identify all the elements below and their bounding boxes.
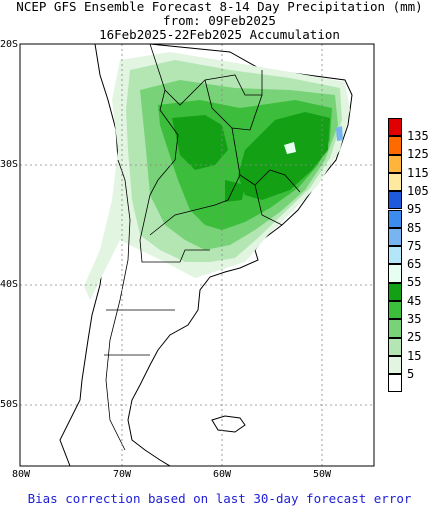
legend-swatch-15 [388, 337, 402, 356]
title-line-1: NCEP GFS Ensemble Forecast 8-14 Day Prec… [16, 0, 423, 14]
legend-label-135: 135 [407, 129, 429, 143]
legend-label-15: 15 [407, 348, 422, 363]
lon-label-60w: 60W [213, 469, 232, 480]
legend-swatch-115 [388, 154, 402, 173]
precip-75mm [336, 126, 343, 141]
lon-label-70w: 70W [113, 469, 132, 480]
legend-label-75: 75 [407, 238, 422, 253]
legend-swatch-125 [388, 136, 402, 155]
legend-swatch-35 [388, 301, 402, 320]
lon-label-80w: 80W [12, 469, 31, 480]
legend-label-5: 5 [407, 366, 415, 381]
falkland-islands [211, 415, 246, 433]
legend-label-55: 55 [407, 275, 422, 290]
legend-swatch-25 [388, 319, 402, 338]
lat-label-50s: 50S [0, 399, 19, 410]
legend-swatch-none [388, 374, 402, 393]
legend-label-125: 125 [407, 147, 429, 162]
legend-label-65: 65 [407, 257, 422, 272]
legend-label-115: 115 [407, 165, 429, 180]
legend-swatch-5 [388, 355, 402, 375]
legend-label-35: 35 [407, 312, 422, 326]
legend-label-45: 45 [407, 293, 422, 308]
precip-55mm [284, 142, 296, 154]
lat-label-40s: 40S [0, 279, 19, 290]
legend-swatch-135 [388, 118, 402, 137]
footer-note: Bias correction based on last 30-day for… [27, 491, 412, 506]
legend-swatch-55 [388, 264, 402, 283]
lon-label-50w: 50W [313, 469, 332, 480]
graticule [20, 44, 374, 466]
country-borders [104, 44, 301, 451]
legend-swatch-105 [388, 172, 402, 192]
legend-swatch-85 [388, 209, 402, 228]
title-line-2: from: 09Feb2025 [163, 13, 276, 28]
legend-swatch-65 [388, 246, 402, 265]
legend-label-85: 85 [407, 220, 422, 235]
legend-swatch-75 [388, 227, 402, 247]
lat-label-20s: 20S [0, 39, 19, 50]
legend-label-95: 95 [407, 202, 422, 217]
legend-label-25: 25 [407, 330, 422, 345]
precip-45mm [172, 112, 330, 202]
lat-label-30s: 30S [0, 159, 19, 170]
legend-swatch-45 [388, 282, 402, 301]
legend-label-105: 105 [407, 183, 429, 198]
legend-swatch-95 [388, 191, 402, 210]
title-line-3: 16Feb2025-22Feb2025 Accumulation [99, 27, 340, 42]
